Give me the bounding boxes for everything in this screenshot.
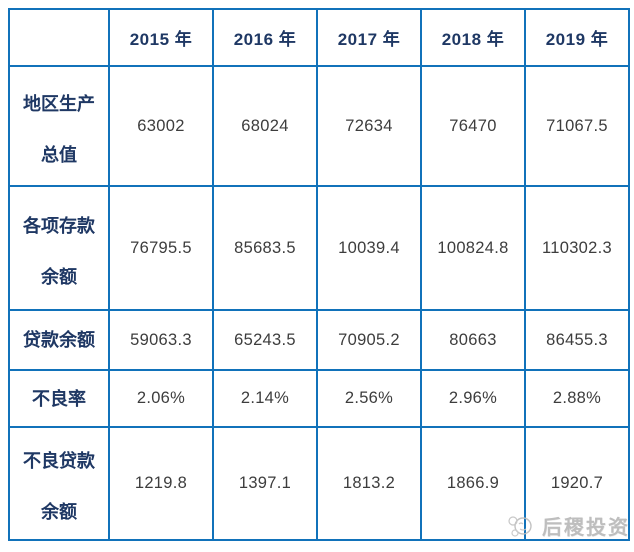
row-label-line: 不良贷款 — [23, 451, 95, 471]
row-label-npl-rate: 不良率 — [8, 369, 110, 428]
cell-npl-balance-2018: 1866.9 — [420, 426, 526, 541]
row-label-gdp: 地区生产 总值 — [8, 65, 110, 187]
cell-loans-2017: 70905.2 — [316, 309, 422, 371]
col-header-2019: 2019 年 — [524, 8, 630, 67]
cell-deposits-2017: 10039.4 — [316, 185, 422, 311]
cell-npl-rate-2017: 2.56% — [316, 369, 422, 428]
row-label-line: 余额 — [41, 502, 77, 522]
cell-gdp-2015: 63002 — [108, 65, 214, 187]
row-label-line: 地区生产 — [23, 93, 95, 114]
cell-deposits-2018: 100824.8 — [420, 185, 526, 311]
cell-loans-2019: 86455.3 — [524, 309, 630, 371]
row-label-line: 余额 — [41, 266, 77, 287]
row-label-line: 各项存款 — [23, 215, 95, 236]
table-row-deposits: 各项存款 余额 76795.5 85683.5 10039.4 100824.8… — [8, 185, 630, 311]
cell-npl-balance-2017: 1813.2 — [316, 426, 422, 541]
cell-npl-balance-2016: 1397.1 — [212, 426, 318, 541]
table-row-loans: 贷款余额 59063.3 65243.5 70905.2 80663 86455… — [8, 309, 630, 371]
header-row: 2015 年 2016 年 2017 年 2018 年 2019 年 — [8, 8, 630, 67]
cell-gdp-2017: 72634 — [316, 65, 422, 187]
table-row-gdp: 地区生产 总值 63002 68024 72634 76470 71067.5 — [8, 65, 630, 187]
col-header-2017: 2017 年 — [316, 8, 422, 67]
cell-npl-rate-2015: 2.06% — [108, 369, 214, 428]
col-header-2018: 2018 年 — [420, 8, 526, 67]
corner-cell — [8, 8, 110, 67]
financial-data-table: 2015 年 2016 年 2017 年 2018 年 2019 年 地区生产 … — [8, 8, 630, 541]
cell-deposits-2015: 76795.5 — [108, 185, 214, 311]
cell-deposits-2016: 85683.5 — [212, 185, 318, 311]
col-header-2015: 2015 年 — [108, 8, 214, 67]
table-row-npl-balance: 不良贷款 余额 1219.8 1397.1 1813.2 1866.9 1920… — [8, 426, 630, 541]
cell-npl-rate-2018: 2.96% — [420, 369, 526, 428]
cell-npl-balance-2015: 1219.8 — [108, 426, 214, 541]
row-label-line: 不良率 — [32, 388, 86, 409]
cell-npl-rate-2016: 2.14% — [212, 369, 318, 428]
cell-loans-2015: 59063.3 — [108, 309, 214, 371]
cell-npl-balance-2019: 1920.7 — [524, 426, 630, 541]
row-label-line: 总值 — [41, 144, 77, 165]
cell-gdp-2016: 68024 — [212, 65, 318, 187]
row-label-npl-balance: 不良贷款 余额 — [8, 426, 110, 541]
row-label-loans: 贷款余额 — [8, 309, 110, 371]
cell-gdp-2019: 71067.5 — [524, 65, 630, 187]
cell-npl-rate-2019: 2.88% — [524, 369, 630, 428]
table-row-npl-rate: 不良率 2.06% 2.14% 2.56% 2.96% 2.88% — [8, 369, 630, 428]
cell-loans-2018: 80663 — [420, 309, 526, 371]
row-label-line: 贷款余额 — [23, 330, 95, 350]
col-header-2016: 2016 年 — [212, 8, 318, 67]
cell-loans-2016: 65243.5 — [212, 309, 318, 371]
cell-deposits-2019: 110302.3 — [524, 185, 630, 311]
cell-gdp-2018: 76470 — [420, 65, 526, 187]
row-label-deposits: 各项存款 余额 — [8, 185, 110, 311]
